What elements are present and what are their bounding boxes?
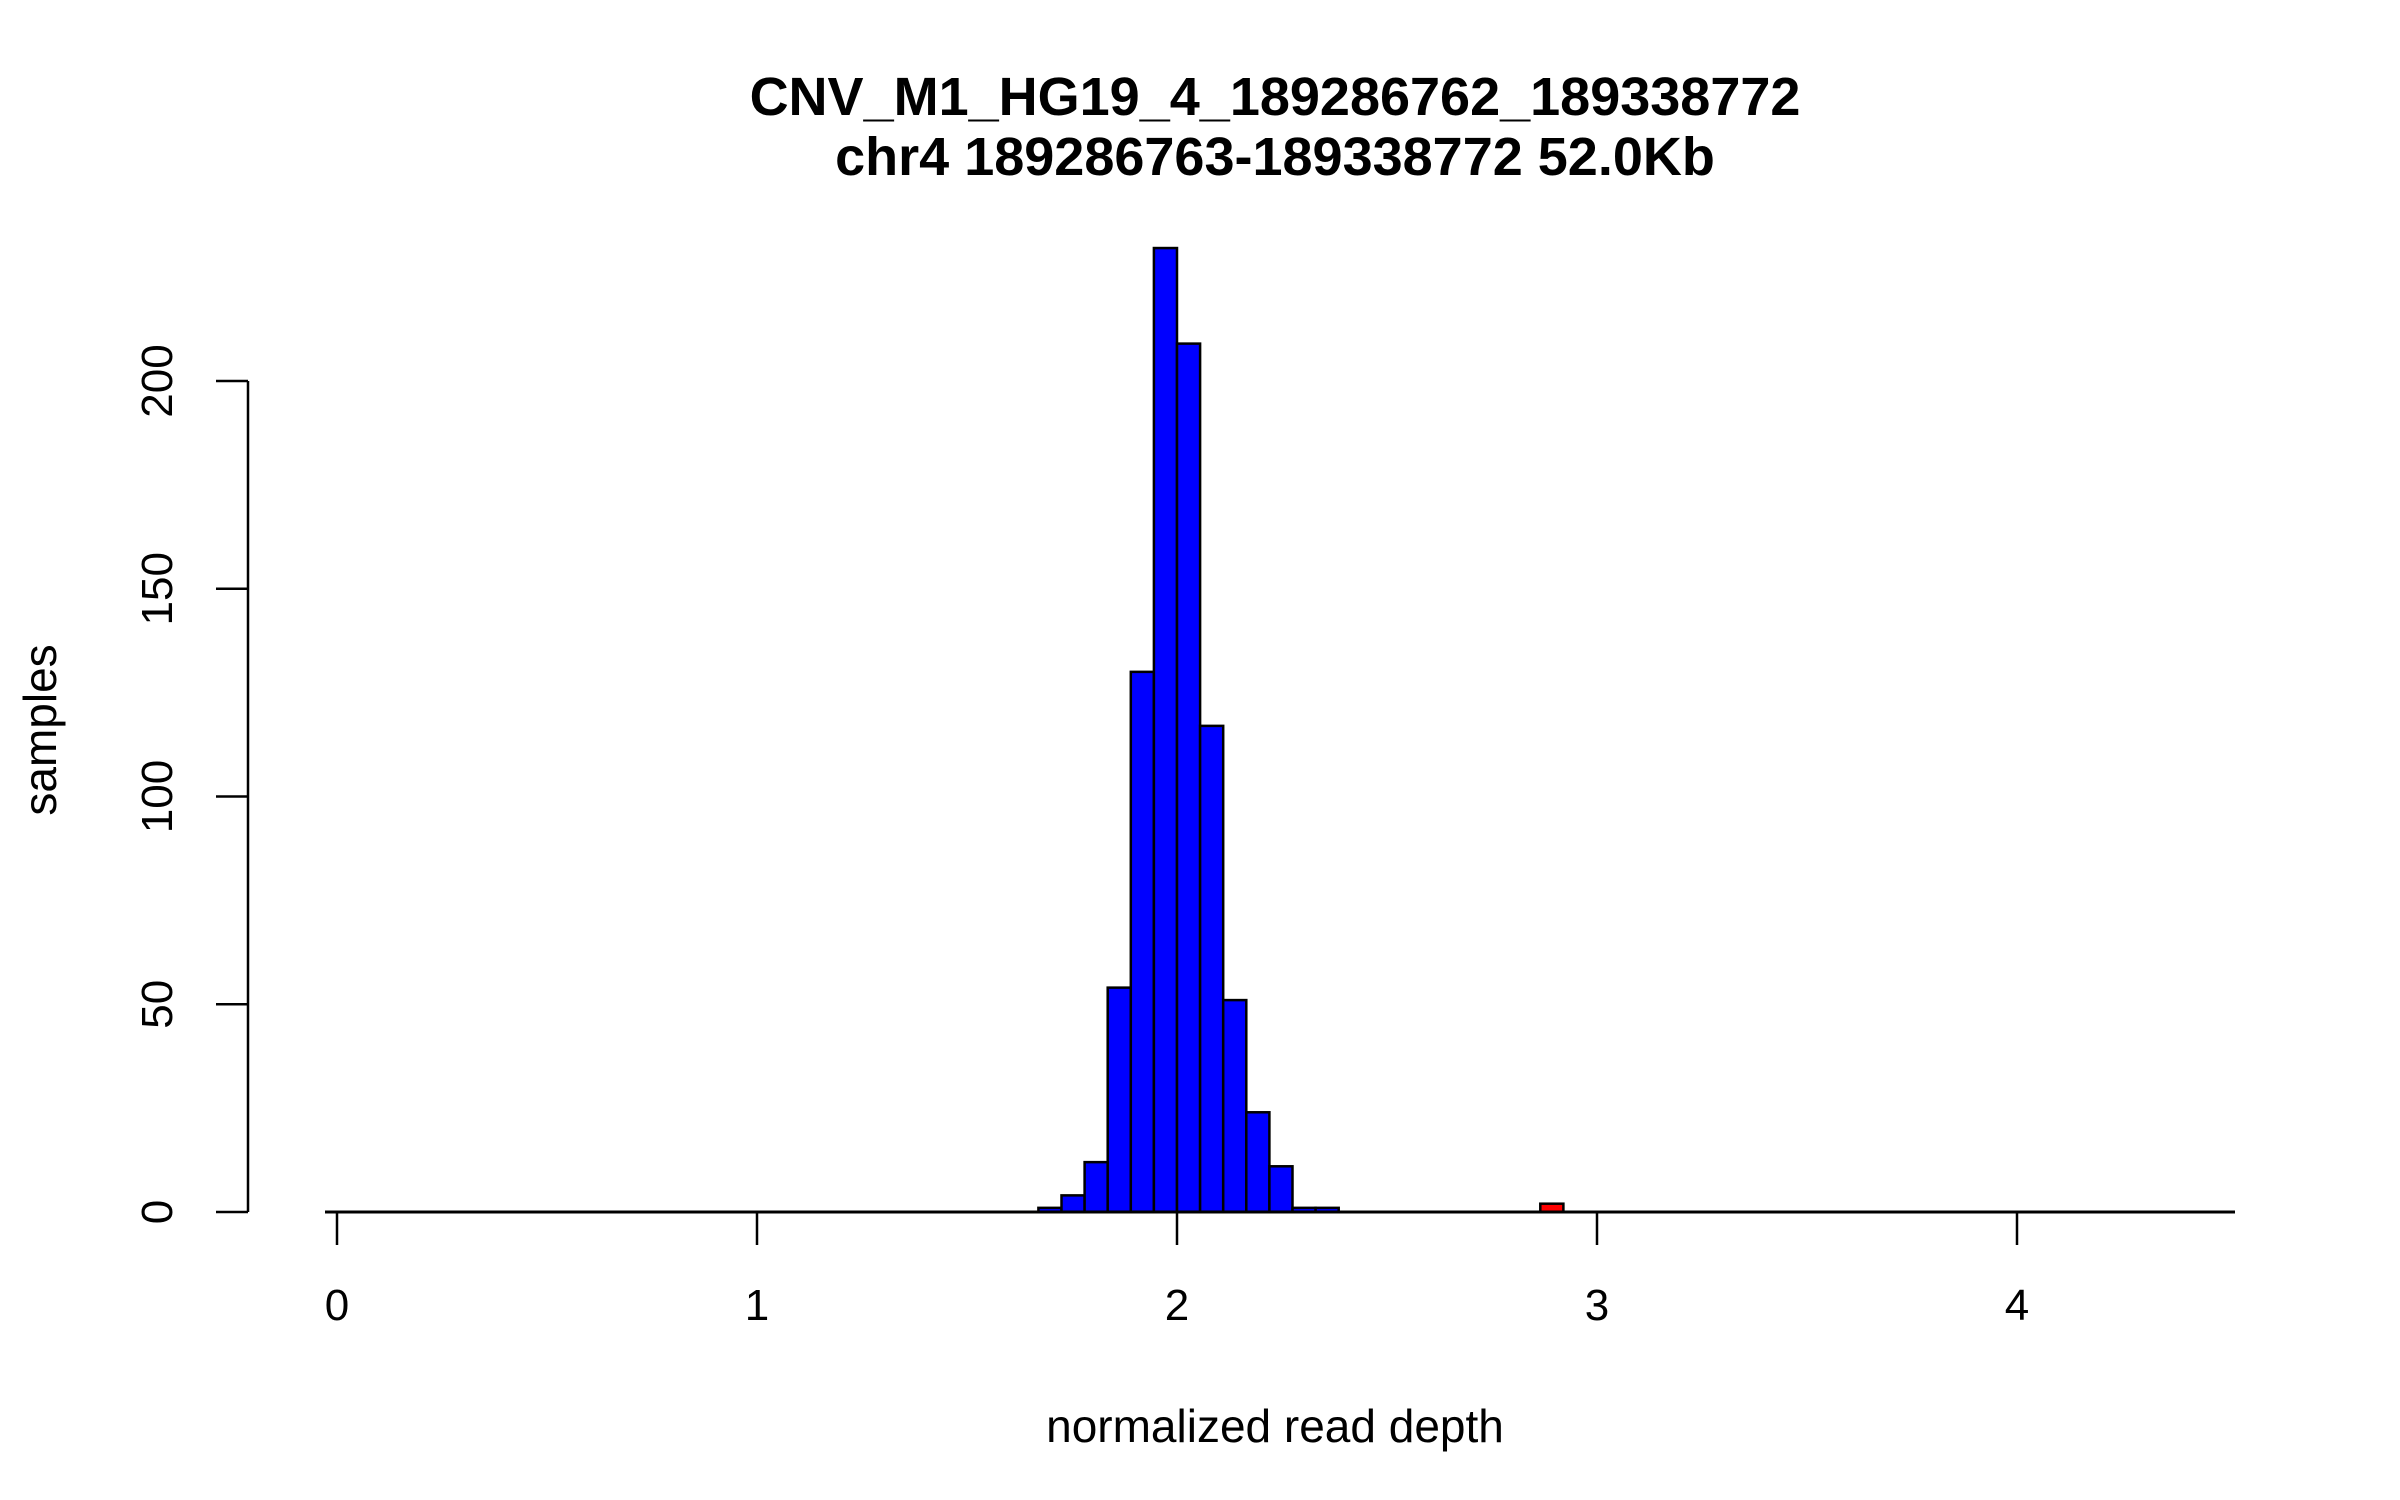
y-axis-label: samples	[14, 644, 66, 815]
bars-group	[1037, 246, 1565, 1214]
histogram-bar	[1175, 342, 1202, 1214]
histogram-bar	[1221, 998, 1248, 1214]
x-axis: 0 1 2 3 4	[325, 1212, 2029, 1330]
y-tick-label: 100	[133, 760, 182, 833]
y-axis: 0 50 100 150 200	[133, 344, 250, 1224]
chart-title: CNV_M1_HG19_4_189286762_189338772	[750, 67, 1801, 127]
histogram-bar	[1268, 1165, 1294, 1214]
y-tick-label: 50	[133, 980, 182, 1029]
x-tick-label: 0	[325, 1281, 349, 1330]
y-tick-label: 150	[133, 552, 182, 625]
x-tick-label: 2	[1165, 1281, 1189, 1330]
histogram-bar	[1198, 724, 1225, 1214]
x-tick-label: 1	[745, 1281, 769, 1330]
histogram-bar	[1106, 986, 1133, 1214]
y-tick-label: 0	[133, 1200, 182, 1224]
x-tick-label: 4	[2005, 1281, 2029, 1330]
histogram-bar	[1129, 670, 1156, 1214]
histogram-bar	[1152, 246, 1179, 1214]
chart-subtitle: chr4 189286763-189338772 52.0Kb	[835, 127, 1715, 187]
x-tick-label: 3	[1585, 1281, 1609, 1330]
histogram-bar	[1245, 1111, 1271, 1214]
histogram-bar	[1083, 1160, 1109, 1214]
y-tick-label: 200	[133, 344, 182, 417]
histogram-bar	[1060, 1194, 1086, 1214]
x-axis-label: normalized read depth	[1046, 1400, 1504, 1452]
